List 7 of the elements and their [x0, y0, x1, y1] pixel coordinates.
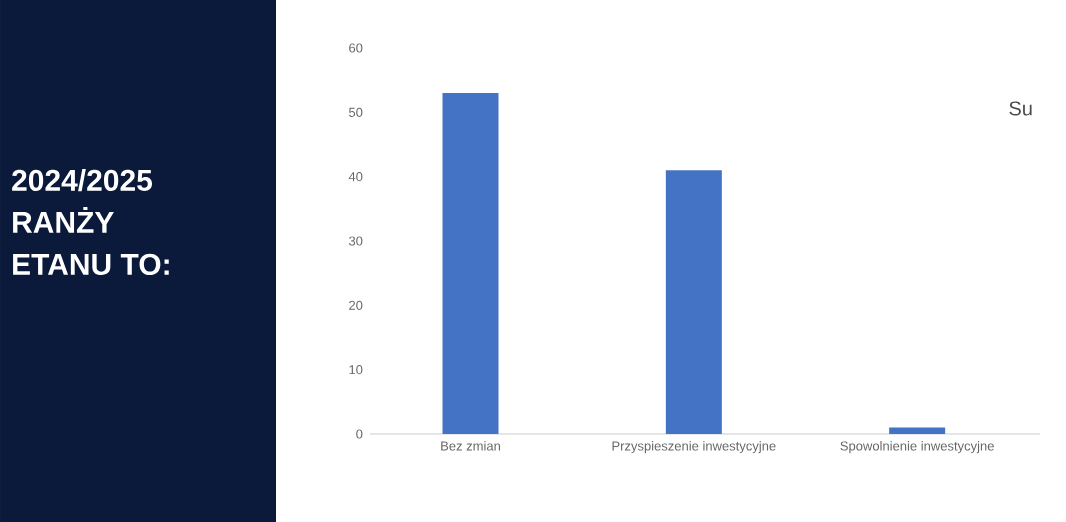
- text: RANŻY: [13, 207, 114, 233]
- text: 2024/2025: [12, 168, 153, 192]
- annotation: Su: [1009, 101, 1032, 116]
- bar: [665, 170, 722, 434]
- bar: [889, 427, 946, 434]
- bar: [442, 93, 499, 434]
- text: ETANU TO:: [13, 253, 169, 275]
